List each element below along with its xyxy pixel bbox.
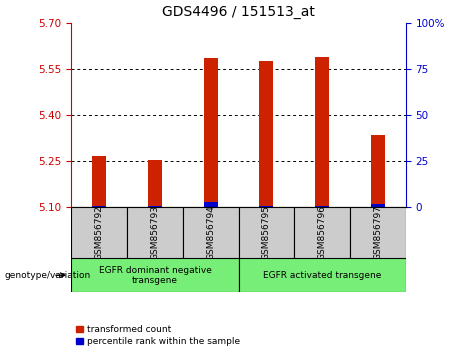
Bar (294, 207, 350, 258)
Bar (204, 58, 218, 207)
Bar (71, 207, 127, 258)
Title: GDS4496 / 151513_at: GDS4496 / 151513_at (162, 5, 315, 19)
Text: GSM856796: GSM856796 (318, 205, 327, 260)
Bar (92, 156, 106, 207)
Bar (92, 206, 106, 207)
Bar (148, 206, 162, 207)
Bar (350, 207, 406, 258)
Bar (371, 204, 385, 207)
Bar (371, 135, 385, 207)
Text: EGFR activated transgene: EGFR activated transgene (263, 271, 381, 280)
Text: GSM856793: GSM856793 (150, 205, 160, 260)
Bar (315, 206, 329, 207)
Text: EGFR dominant negative
transgene: EGFR dominant negative transgene (99, 266, 212, 285)
Text: GSM856792: GSM856792 (95, 205, 104, 260)
Bar (238, 258, 406, 292)
Bar (148, 160, 162, 207)
Bar (238, 207, 294, 258)
Bar (315, 57, 329, 207)
Text: GSM856795: GSM856795 (262, 205, 271, 260)
Bar (127, 207, 183, 258)
Bar (260, 61, 273, 207)
Text: GSM856794: GSM856794 (206, 205, 215, 260)
Bar (183, 207, 238, 258)
Bar (260, 206, 273, 207)
Text: genotype/variation: genotype/variation (5, 271, 91, 280)
Bar (71, 258, 239, 292)
Text: GSM856797: GSM856797 (373, 205, 382, 260)
Bar (204, 202, 218, 207)
Legend: transformed count, percentile rank within the sample: transformed count, percentile rank withi… (76, 325, 240, 346)
